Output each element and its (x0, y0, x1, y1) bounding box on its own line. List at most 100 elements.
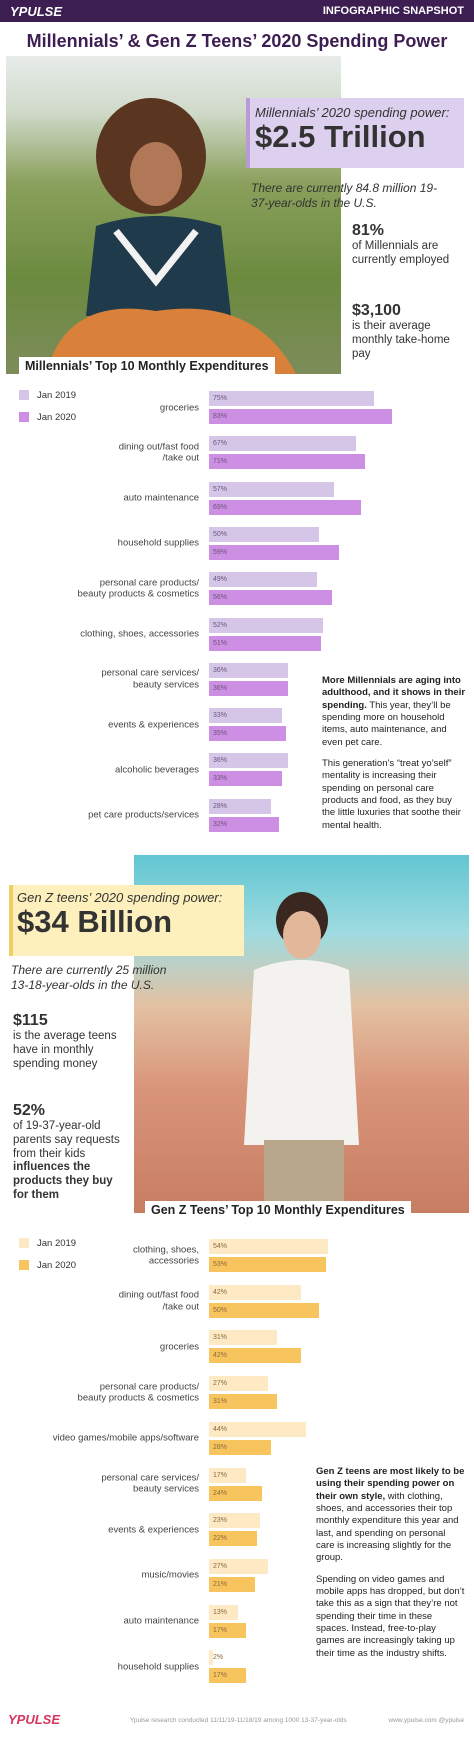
footer-site: www.ypulse.com @ypulse (388, 1717, 464, 1724)
bar: 13% (209, 1604, 238, 1620)
bar: 31% (209, 1394, 278, 1410)
stat-value: $115 (13, 1012, 48, 1029)
stat-value: 52% (13, 1102, 46, 1119)
stats: $115 is the average teens have in monthly… (13, 1012, 128, 1203)
value-label: 50% (213, 530, 228, 538)
spending-box (9, 885, 244, 956)
spending-power: Gen Z teens’ 2020 spending power: $34 Bi… (17, 890, 242, 939)
text-run: is their average monthly take-home pay (352, 320, 450, 360)
legend-swatch (19, 390, 29, 400)
category-label: clothing, shoes, accessories (80, 628, 199, 640)
stat-text: is the average teens have in monthly spe… (13, 1030, 128, 1071)
population: There are currently 25 million 13-18-yea… (11, 963, 167, 992)
face (130, 142, 182, 206)
bar: 35% (209, 726, 286, 742)
legend-label: Jan 2020 (37, 412, 77, 423)
bar: 56% (209, 590, 333, 606)
brand: YPULSE (10, 4, 63, 19)
stat: $3,100 is their average monthly take-home… (352, 302, 464, 361)
category-label: personal care products/ beauty products … (77, 577, 199, 600)
page-title: Millennials’ & Gen Z Teens’ 2020 Spendin… (26, 31, 448, 51)
bar: 83% (209, 409, 392, 424)
value-label: 33% (213, 712, 228, 720)
value-label: 75% (213, 395, 228, 402)
value-label: 42% (213, 1352, 228, 1360)
text-run: This generation’s “treat yo’self” mental… (322, 758, 461, 831)
chart-title: Millennials’ Top 10 Monthly Expenditures (19, 357, 275, 375)
stripe (113, 228, 199, 287)
value-label: 83% (213, 413, 228, 420)
spending-box (246, 98, 464, 168)
population: There are currently 84.8 million 19-37-y… (251, 181, 438, 210)
bar: 36% (209, 680, 289, 696)
value-label: 50% (213, 1306, 228, 1314)
legend-swatch (19, 1238, 29, 1248)
bar: 17% (209, 1467, 247, 1483)
bar: 75% (209, 391, 374, 406)
value-label: 21% (213, 1580, 228, 1588)
category-label: personal care services/ beauty services (101, 1472, 199, 1495)
bar: 51% (209, 635, 322, 651)
bar: 53% (209, 1257, 326, 1272)
bar: 17% (209, 1668, 247, 1684)
bar: 52% (209, 617, 324, 633)
category-label: video games/mobile apps/software (52, 1432, 199, 1444)
pants (264, 1140, 344, 1213)
legend-swatch (19, 1260, 29, 1270)
photo-illustration (244, 892, 359, 1213)
header-bar (0, 0, 474, 22)
bar: 36% (209, 662, 289, 678)
bar: 44% (209, 1421, 306, 1437)
bar: 24% (209, 1485, 262, 1501)
category-label: music/movies (141, 1569, 199, 1581)
bar: 17% (209, 1622, 247, 1638)
category-label: auto maintenance (123, 492, 199, 504)
value-label: 2% (213, 1654, 224, 1662)
value-label: 17% (213, 1672, 228, 1680)
stat-text: is their average monthly take-home pay (352, 320, 464, 361)
spending-value: $34 Billion (17, 904, 173, 939)
note-paragraph: This generation’s “treat yo’self” mental… (322, 758, 466, 832)
face (283, 911, 321, 959)
chart-title: Gen Z Teens’ Top 10 Monthly Expenditures (145, 1201, 411, 1219)
note-paragraph: More Millennials are aging into adulthoo… (322, 675, 466, 749)
value-label: 49% (213, 576, 228, 584)
value-label: 24% (213, 1489, 228, 1497)
text-run: of Millennials are currently employed (352, 240, 450, 266)
bar: 33% (209, 708, 282, 724)
note-paragraph: Gen Z teens are most likely to be using … (316, 1466, 466, 1565)
value-label: 59% (213, 548, 228, 556)
stat-text: of 19-37-year-old parents say requests f… (13, 1120, 128, 1203)
value-label: 53% (213, 1261, 228, 1268)
bar: 21% (209, 1576, 256, 1592)
stat: $115 is the average teens have in monthly… (13, 1012, 128, 1080)
text-run: is the average teens have in monthly spe… (13, 1030, 117, 1070)
header-tag: INFOGRAPHIC SNAPSHOT (322, 5, 464, 17)
category-label: clothing, shoes, accessories (132, 1244, 199, 1267)
stat-text: of Millennials are currently employed (352, 240, 464, 268)
text-run: Gen Z teens are most likely to be using … (316, 1466, 465, 1502)
value-label: 57% (213, 485, 228, 493)
bar: 69% (209, 499, 361, 515)
value-label: 52% (213, 621, 228, 629)
stat-value: $3,100 (352, 302, 401, 319)
text-run: Spending on video games and mobile apps … (316, 1573, 465, 1659)
stat: 81% of Millennials are currently employed (352, 222, 464, 290)
spending-label: Gen Z teens’ 2020 spending power: (17, 890, 223, 905)
bar: 50% (209, 1302, 319, 1318)
bar: 33% (209, 771, 282, 787)
value-label: 31% (213, 1398, 228, 1406)
category-label: household supplies (117, 537, 199, 549)
category-label: groceries (159, 401, 199, 413)
spending-label: Millennials’ 2020 spending power: (255, 105, 450, 120)
value-label: 69% (213, 503, 228, 511)
bar: 36% (209, 753, 289, 769)
bar: 27% (209, 1376, 269, 1392)
stat-value: 81% (352, 222, 385, 239)
value-label: 23% (213, 1517, 228, 1525)
legend-label: Jan 2019 (37, 390, 77, 401)
category-label: groceries (159, 1341, 199, 1353)
bar: 54% (209, 1239, 328, 1254)
